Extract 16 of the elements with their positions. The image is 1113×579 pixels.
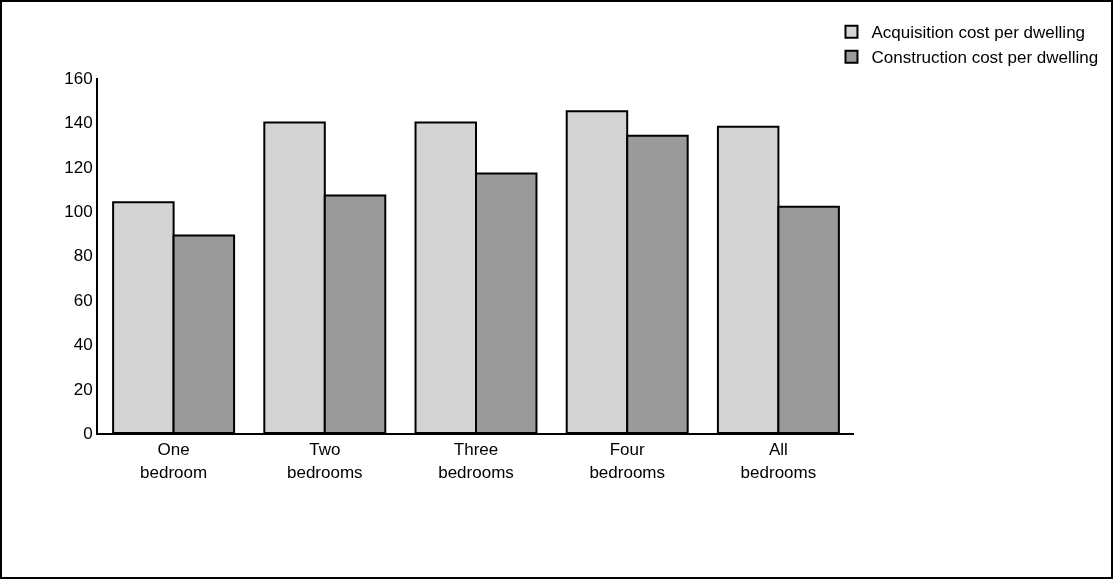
y-tick-label: 160 — [64, 68, 93, 88]
y-tick-label: 120 — [64, 157, 93, 177]
y-tick-label: 100 — [64, 202, 93, 222]
legend-label: Acquisition cost per dwelling — [871, 23, 1086, 43]
legend-label: Construction cost per dwelling — [871, 48, 1099, 68]
y-tick-label: 80 — [73, 246, 93, 266]
y-tick-label: 60 — [73, 290, 93, 310]
y-tick-label: 140 — [64, 113, 93, 133]
x-tick-label: Two bedrooms — [287, 440, 363, 482]
x-tick-label: Three bedrooms — [438, 440, 514, 482]
y-tick-label: 40 — [73, 335, 93, 355]
x-tick-label: Four bedrooms — [589, 440, 665, 482]
x-tick-label: All bedrooms — [740, 440, 817, 482]
y-tick-label: 20 — [73, 379, 93, 399]
x-tick-label: One bedroom — [140, 440, 208, 482]
y-tick-label: 0 — [83, 423, 93, 443]
